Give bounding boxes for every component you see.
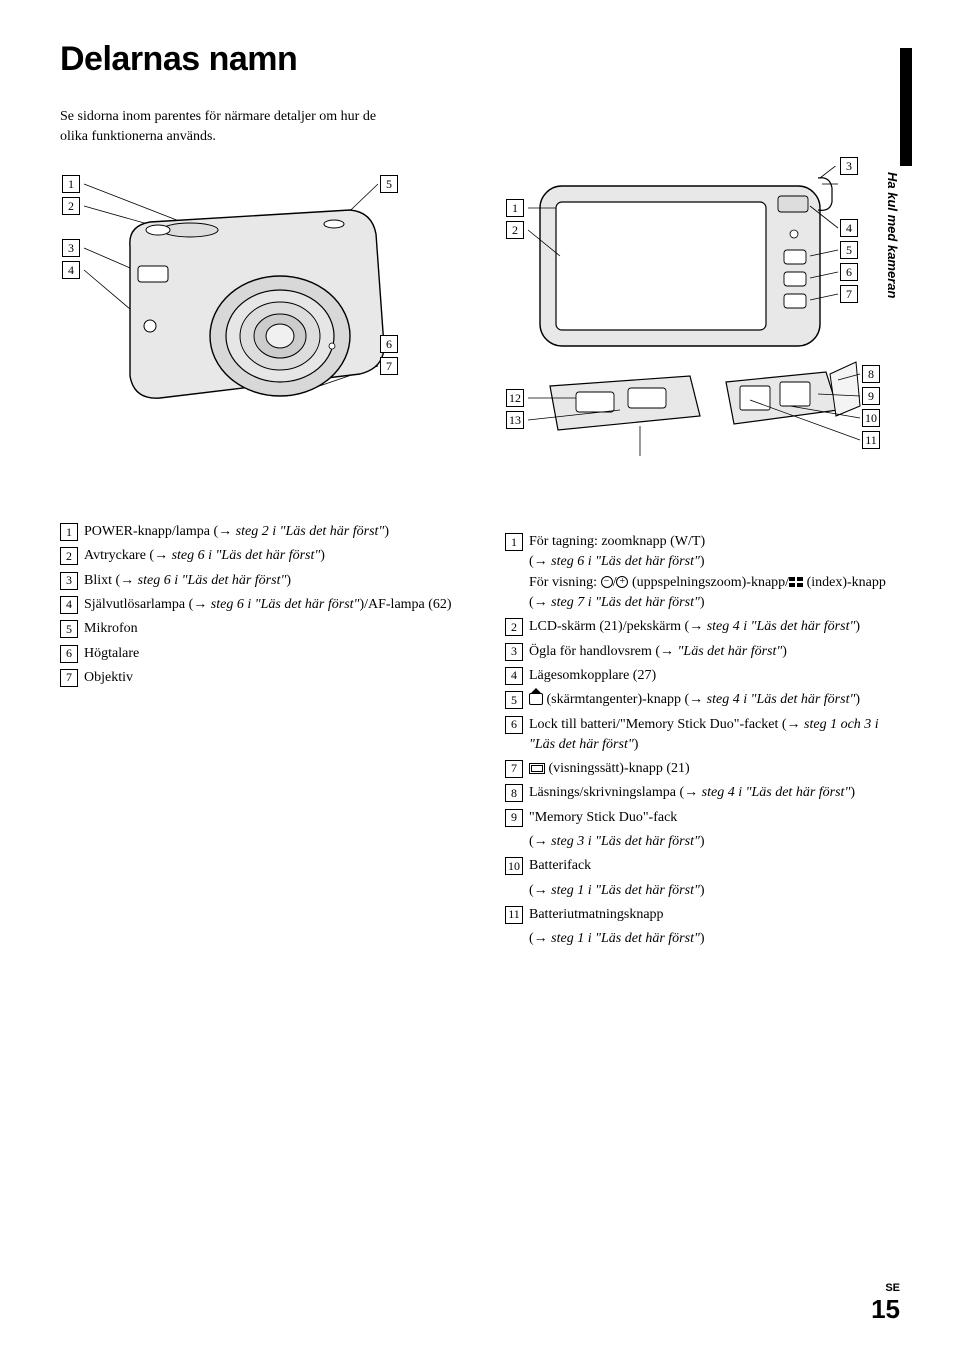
page-title: Delarnas namn: [60, 40, 900, 79]
front-callout-6: 6: [380, 335, 398, 353]
back-callout-10: 10: [862, 409, 880, 427]
section-marker: [900, 48, 912, 166]
left-column: 1 POWER-knapp/lampa (→ steg 2 i "Läs det …: [60, 522, 455, 953]
camera-front-svg: [60, 166, 460, 466]
item-subtext: (→ steg 1 i "Läs det här först"): [505, 929, 900, 949]
item-number: 4: [505, 667, 523, 685]
screen-keys-icon: [529, 693, 543, 705]
index-icon: [789, 577, 803, 587]
list-item: 10 Batterifack: [505, 856, 900, 876]
item-number: 7: [505, 760, 523, 778]
back-callout-3: 3: [840, 157, 858, 175]
item-text: Blixt (→ steg 6 i "Läs det här först"): [84, 571, 455, 591]
list-item: 5 (skärmtangenter)-knapp (→ steg 4 i "Lä…: [505, 690, 900, 710]
back-callout-13: 13: [506, 411, 524, 429]
item-text: Batterifack: [529, 856, 900, 876]
front-callout-3: 3: [62, 239, 80, 257]
item-number: 3: [505, 643, 523, 661]
item-subtext: (→ steg 1 i "Läs det här först"): [505, 881, 900, 901]
back-callout-11: 11: [862, 431, 880, 449]
front-callout-4: 4: [62, 261, 80, 279]
lists: 1 POWER-knapp/lampa (→ steg 2 i "Läs det …: [60, 522, 900, 953]
list-item: 5 Mikrofon: [60, 619, 455, 639]
list-item: 4 Självutlösarlampa (→ steg 6 i "Läs det …: [60, 595, 455, 615]
item-text: Ögla för handlovsrem (→ "Läs det här för…: [529, 642, 900, 662]
page-footer: SE 15: [871, 1282, 900, 1325]
item-number: 6: [505, 716, 523, 734]
item-number: 11: [505, 906, 523, 924]
display-mode-icon: [529, 763, 545, 774]
back-callout-4: 4: [840, 219, 858, 237]
item-text: För tagning: zoomknapp (W/T)(→ steg 6 i …: [529, 532, 900, 613]
back-callout-5: 5: [840, 241, 858, 259]
back-callout-7: 7: [840, 285, 858, 303]
list-item: 2 LCD-skärm (21)/pekskärm (→ steg 4 i "Lä…: [505, 617, 900, 637]
item-number: 1: [505, 533, 523, 551]
item-number: 9: [505, 809, 523, 827]
list-item: 4 Lägesomkopplare (27): [505, 666, 900, 686]
zoom-out-icon: [601, 576, 613, 588]
item-text: "Memory Stick Duo"-fack: [529, 808, 900, 828]
list-item: 9 "Memory Stick Duo"-fack: [505, 808, 900, 828]
item-text: Batteriutmatningsknapp: [529, 905, 900, 925]
list-item: 1 POWER-knapp/lampa (→ steg 2 i "Läs det …: [60, 522, 455, 542]
list-item: 2 Avtryckare (→ steg 6 i "Läs det här för…: [60, 546, 455, 566]
back-callout-2: 2: [506, 221, 524, 239]
item-number: 2: [60, 547, 78, 565]
camera-back-svg: [490, 166, 910, 496]
list-item: 11 Batteriutmatningsknapp: [505, 905, 900, 925]
zoom-in-icon: [616, 576, 628, 588]
list-item: 7 Objektiv: [60, 668, 455, 688]
item-text: Självutlösarlampa (→ steg 6 i "Läs det h…: [84, 595, 455, 615]
item-number: 5: [60, 620, 78, 638]
item-text: Lock till batteri/"Memory Stick Duo"-fac…: [529, 715, 900, 756]
item-subtext: (→ steg 3 i "Läs det här först"): [505, 832, 900, 852]
item-number: 2: [505, 618, 523, 636]
list-item: 1 För tagning: zoomknapp (W/T)(→ steg 6 i…: [505, 532, 900, 613]
item-text: Läsnings/skrivningslampa (→ steg 4 i "Lä…: [529, 783, 900, 803]
camera-front-diagram: 1 2 3 4 5 6 7: [60, 166, 460, 466]
item-number: 1: [60, 523, 78, 541]
item-text: (visningssätt)-knapp (21): [529, 759, 900, 779]
back-callout-8: 8: [862, 365, 880, 383]
item-text: Objektiv: [84, 668, 455, 688]
front-callout-5: 5: [380, 175, 398, 193]
right-column: 1 För tagning: zoomknapp (W/T)(→ steg 6 i…: [505, 532, 900, 953]
item-number: 6: [60, 645, 78, 663]
item-number: 3: [60, 572, 78, 590]
item-text: Avtryckare (→ steg 6 i "Läs det här förs…: [84, 546, 455, 566]
back-callout-12: 12: [506, 389, 524, 407]
back-callout-1: 1: [506, 199, 524, 217]
front-callout-1: 1: [62, 175, 80, 193]
list-item: 7 (visningssätt)-knapp (21): [505, 759, 900, 779]
item-number: 4: [60, 596, 78, 614]
item-text: Mikrofon: [84, 619, 455, 639]
camera-back-diagram: 3 1 2 4 5 6 7 8 9 10 11 12 13: [490, 166, 910, 496]
list-item: 8 Läsnings/skrivningslampa (→ steg 4 i "L…: [505, 783, 900, 803]
item-text: Högtalare: [84, 644, 455, 664]
item-text: POWER-knapp/lampa (→ steg 2 i "Läs det h…: [84, 522, 455, 542]
footer-page-number: 15: [871, 1294, 900, 1324]
intro-text: Se sidorna inom parentes för närmare det…: [60, 107, 400, 146]
list-item: 3 Blixt (→ steg 6 i "Läs det här först"): [60, 571, 455, 591]
item-text: LCD-skärm (21)/pekskärm (→ steg 4 i "Läs…: [529, 617, 900, 637]
list-item: 3 Ögla för handlovsrem (→ "Läs det här fö…: [505, 642, 900, 662]
item-number: 10: [505, 857, 523, 875]
item-text: (skärmtangenter)-knapp (→ steg 4 i "Läs …: [529, 690, 900, 710]
front-callout-2: 2: [62, 197, 80, 215]
list-item: 6 Lock till batteri/"Memory Stick Duo"-fa…: [505, 715, 900, 756]
item-number: 8: [505, 784, 523, 802]
diagrams: 1 2 3 4 5 6 7: [60, 166, 900, 496]
back-callout-6: 6: [840, 263, 858, 281]
back-callout-9: 9: [862, 387, 880, 405]
item-number: 7: [60, 669, 78, 687]
footer-region: SE: [871, 1282, 900, 1294]
list-item: 6 Högtalare: [60, 644, 455, 664]
item-number: 5: [505, 691, 523, 709]
front-callout-7: 7: [380, 357, 398, 375]
item-text: Lägesomkopplare (27): [529, 666, 900, 686]
